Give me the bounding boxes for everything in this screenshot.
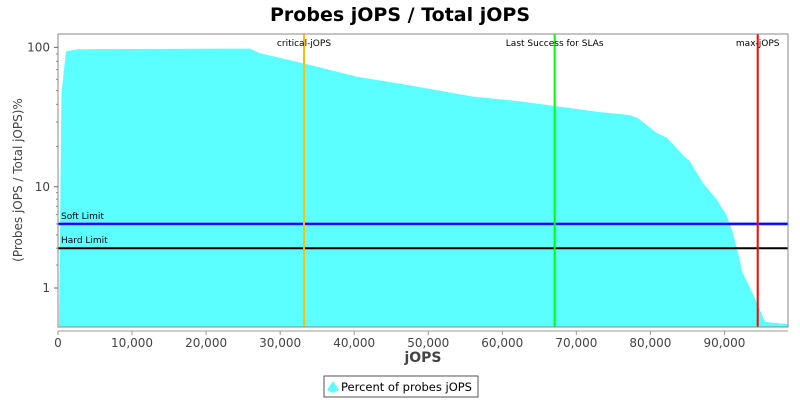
horizontal-markers: Soft Limit Hard Limit	[58, 212, 788, 250]
y-axis: 1 10 100	[27, 40, 58, 295]
y-tick-label: 100	[27, 40, 50, 54]
y-axis-label: (Probes jOPS / Total jOPS)%	[11, 98, 25, 262]
x-tick-label: 80,000	[629, 336, 671, 350]
x-tick-label: 10,000	[111, 336, 153, 350]
series-area-percent-of-probes-jops	[58, 48, 788, 327]
plot-border	[57, 33, 789, 328]
y-tick-label: 1	[42, 281, 50, 295]
x-tick-label: 90,000	[703, 336, 745, 350]
marker-label: Soft Limit	[61, 212, 104, 222]
x-tick-label: 20,000	[185, 336, 227, 350]
marker-label: critical-jOPS	[277, 39, 331, 49]
legend-swatch-icon	[327, 381, 339, 393]
chart-title: Probes jOPS / Total jOPS	[270, 4, 530, 26]
legend-box	[323, 375, 479, 398]
legend: Percent of probes jOPS	[323, 375, 479, 398]
x-tick-label: 40,000	[333, 336, 375, 350]
marker-label: max-jOPS	[736, 39, 780, 49]
marker-label: Last Success for SLAs	[506, 39, 604, 49]
x-axis: 0 10,000 20,000 30,000 40,000 50,000 60,000 70,…	[54, 330, 788, 350]
y-tick-label: 10	[35, 180, 50, 194]
vertical-markers: critical-jOPS Last Success for SLAs max-jO…	[277, 34, 780, 327]
x-tick-label: 30,000	[259, 336, 301, 350]
x-tick-label: 50,000	[407, 336, 449, 350]
legend-label: Percent of probes jOPS	[341, 380, 472, 394]
x-axis-label: jOPS	[403, 350, 441, 366]
x-tick-label: 60,000	[481, 336, 523, 350]
x-tick-label: 70,000	[555, 336, 597, 350]
marker-label: Hard Limit	[61, 236, 108, 246]
area-layer	[58, 48, 788, 327]
x-tick-label: 0	[54, 336, 62, 350]
